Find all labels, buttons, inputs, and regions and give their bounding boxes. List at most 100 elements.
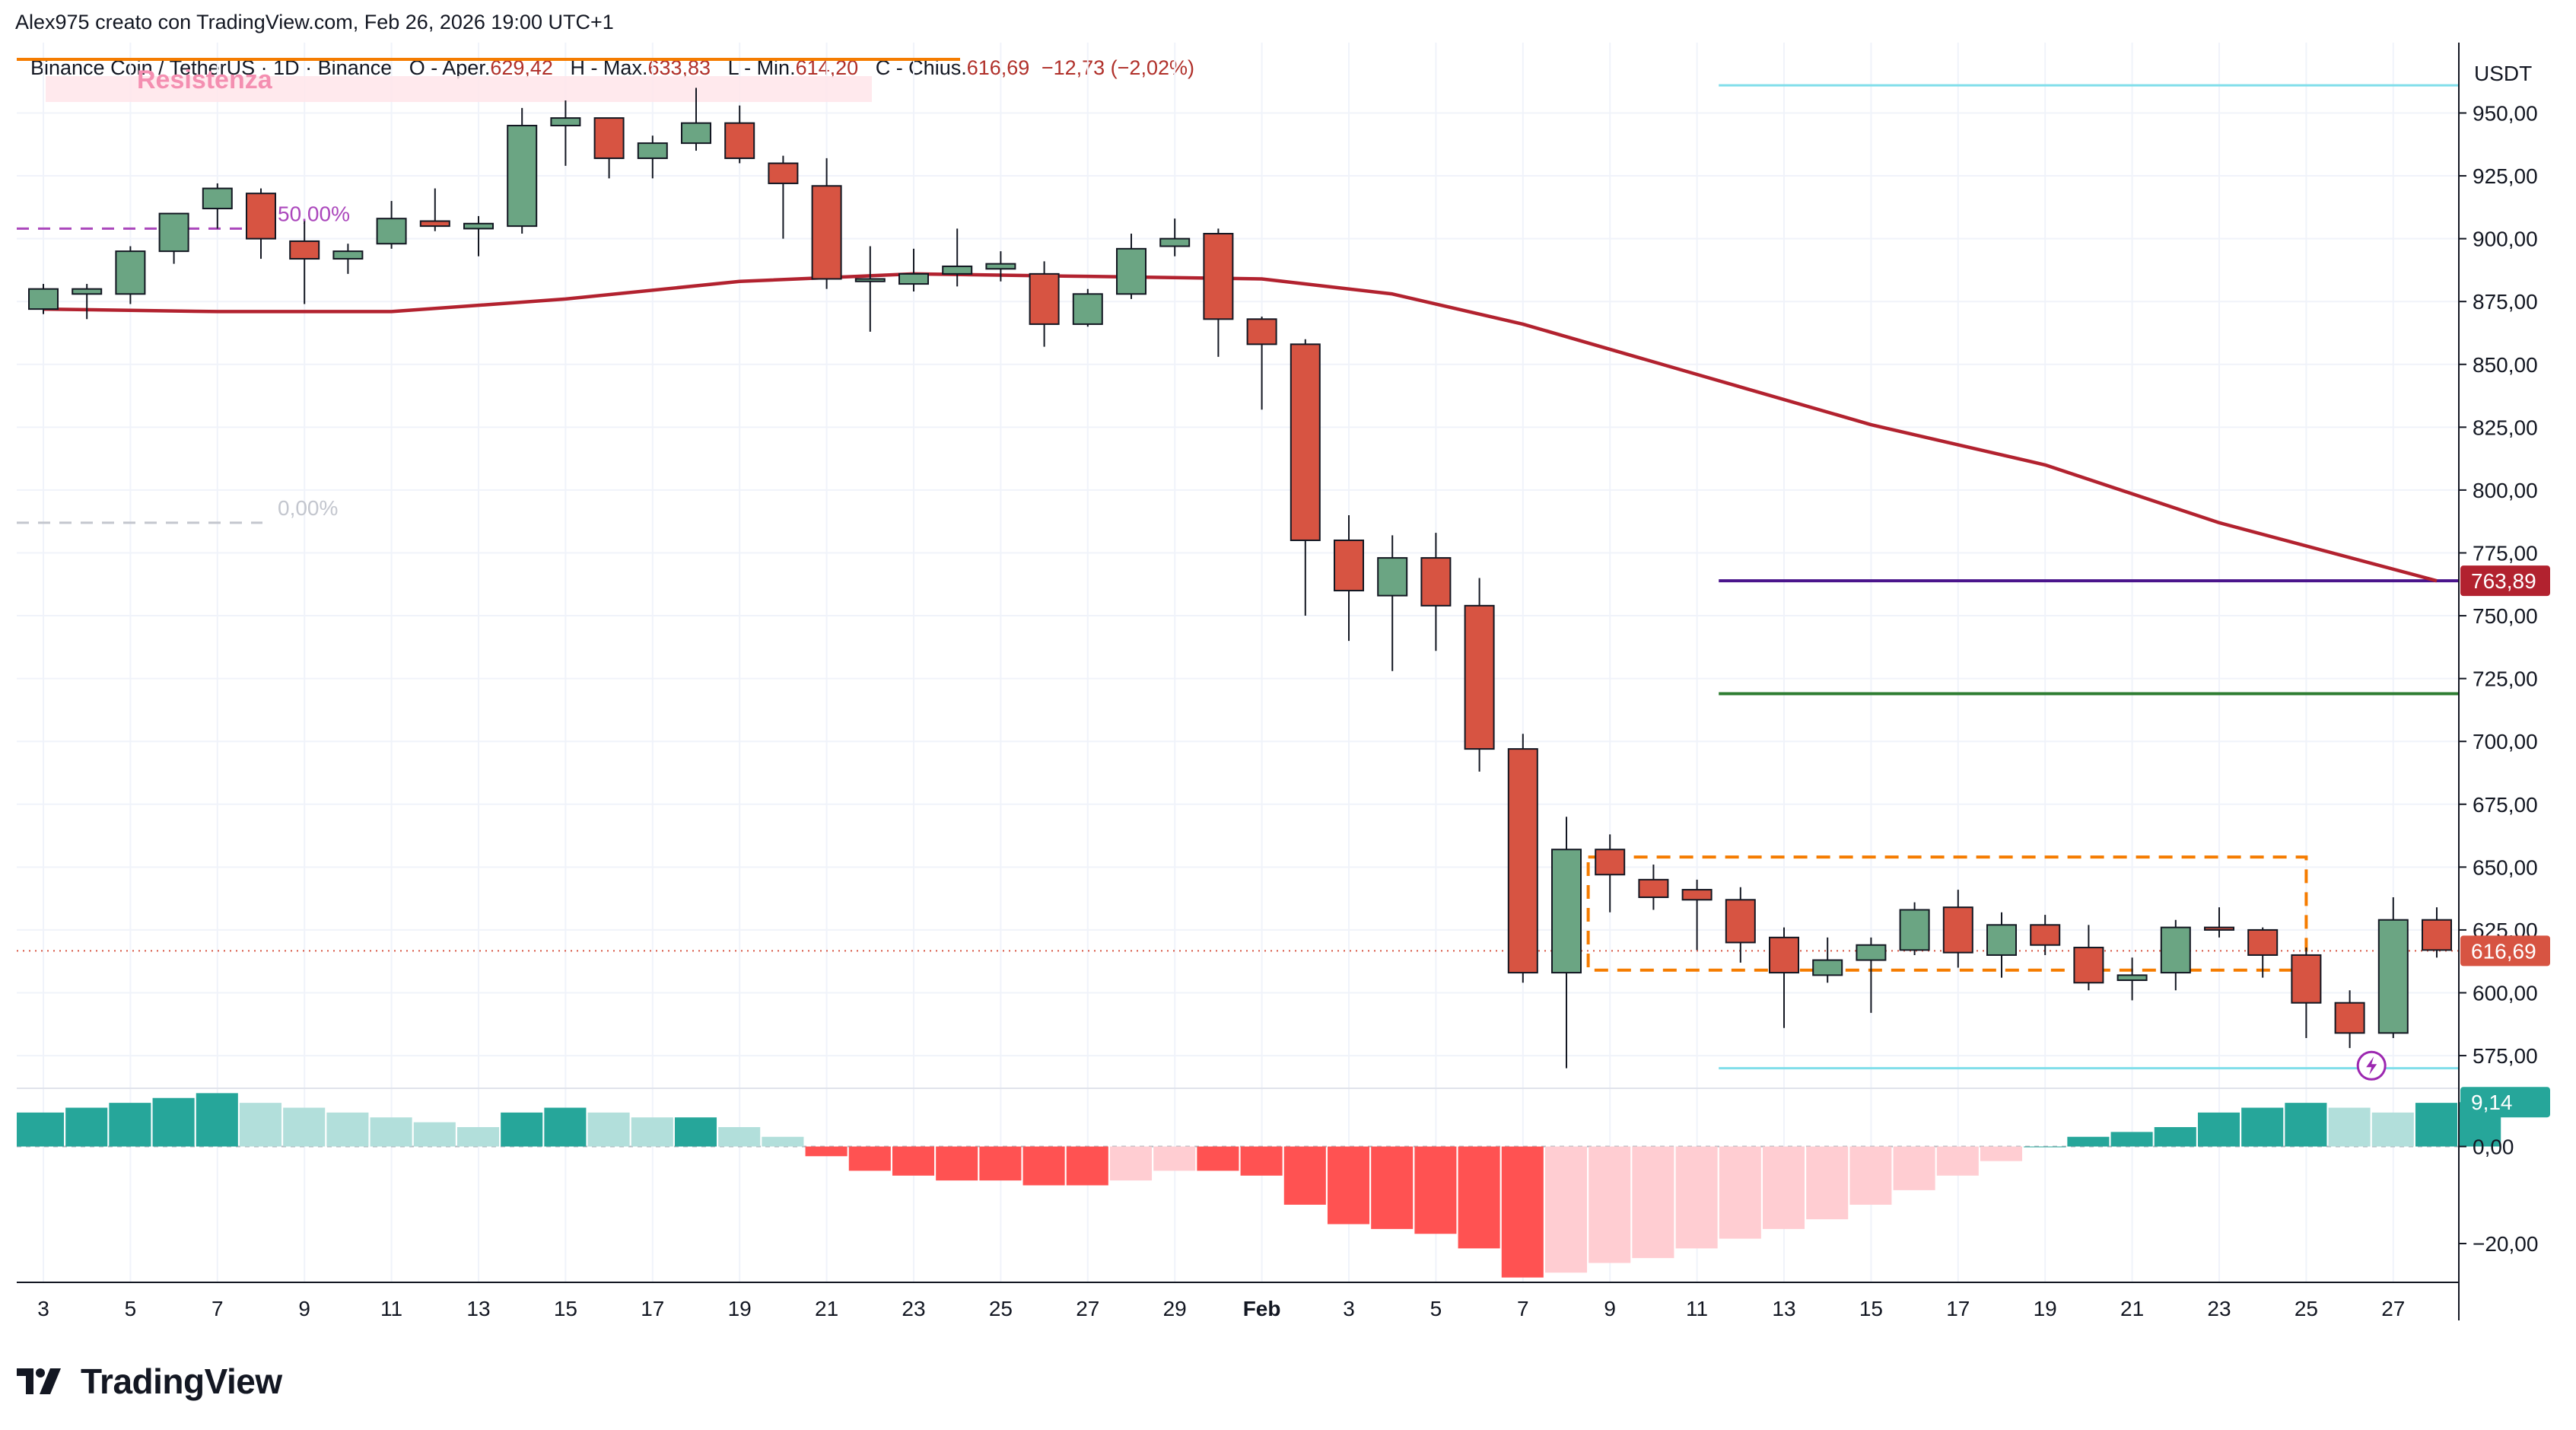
candle-52 — [2291, 947, 2322, 1038]
candle-34 — [1507, 734, 1538, 983]
candle-body-55 — [2422, 919, 2452, 951]
histogram-bar-49 — [2154, 1127, 2196, 1147]
candle-26 — [1159, 218, 1191, 256]
histogram-bar-43 — [1893, 1146, 1935, 1190]
time-label-26: 25 — [2295, 1297, 2318, 1320]
time-label-23: 19 — [2034, 1297, 2057, 1320]
ma-price-tag-text: 763,89 — [2471, 569, 2536, 593]
candle-45 — [1986, 912, 2017, 978]
histogram-bar-50 — [2197, 1112, 2240, 1147]
candle-44 — [1942, 890, 1973, 968]
candle-body-48 — [2116, 974, 2148, 981]
candle-7 — [332, 244, 364, 274]
candle-body-10 — [463, 222, 494, 230]
candle-41 — [1812, 937, 1843, 983]
candle-body-33 — [1464, 604, 1495, 750]
time-label-25: 23 — [2207, 1297, 2231, 1320]
price-tick-label-12: 650,00 — [2473, 855, 2538, 879]
close-value: 616,69 — [966, 56, 1030, 79]
alert-lightning-icon — [2356, 1050, 2387, 1081]
candle-body-12 — [550, 117, 581, 126]
candle-13 — [593, 117, 625, 179]
osc-value-tag-text: 9,14 — [2471, 1091, 2513, 1114]
histogram-bar-6 — [283, 1107, 326, 1147]
candle-body-28 — [1246, 318, 1277, 346]
price-tick-label-0: 950,00 — [2473, 101, 2538, 125]
candle-body-23 — [1029, 272, 1060, 325]
tradingview-logo-icon — [17, 1368, 61, 1394]
candle-body-0 — [28, 288, 59, 311]
candle-body-38 — [1681, 889, 1713, 901]
histogram-bar-10 — [456, 1127, 500, 1147]
time-label-16: 5 — [1430, 1297, 1442, 1320]
candle-body-34 — [1507, 748, 1538, 974]
price-tick-label-7: 775,00 — [2473, 541, 2538, 565]
time-label-12: 27 — [1076, 1297, 1099, 1320]
time-label-8: 19 — [728, 1297, 752, 1320]
candle-1 — [72, 284, 103, 320]
histogram-bar-22 — [979, 1146, 1022, 1181]
candle-32 — [1420, 533, 1452, 651]
candle-39 — [1725, 887, 1756, 963]
candle-38 — [1681, 879, 1713, 951]
candle-24 — [1072, 288, 1103, 327]
histogram-bar-13 — [587, 1112, 630, 1147]
candle-body-54 — [2377, 919, 2409, 1034]
histogram-bar-55 — [2415, 1103, 2458, 1147]
histogram-bar-28 — [1240, 1146, 1283, 1176]
time-label-15: 3 — [1343, 1297, 1355, 1320]
candle-28 — [1246, 317, 1277, 410]
candle-body-2 — [115, 250, 146, 295]
candle-body-25 — [1116, 247, 1146, 295]
histogram-bar-25 — [1109, 1146, 1153, 1181]
moving-average-line — [43, 272, 2438, 583]
time-label-27: 27 — [2381, 1297, 2405, 1320]
histogram-bar-32 — [1414, 1146, 1457, 1234]
price-chart[interactable]: 50,00%0,00%Resistenza USDT950,00925,0090… — [0, 43, 2576, 1336]
candle-42 — [1856, 937, 1887, 1013]
chart-header: Alex975 creato con TradingView.com, Feb … — [0, 0, 2576, 43]
histogram-bar-7 — [326, 1112, 369, 1147]
candle-14 — [637, 135, 668, 179]
candle-body-41 — [1812, 959, 1843, 976]
osc-tick-label-1: −20,00 — [2473, 1232, 2538, 1256]
candle-17 — [768, 155, 799, 239]
histogram-bar-16 — [718, 1127, 761, 1147]
candle-55 — [2422, 907, 2452, 958]
histogram-bar-44 — [1936, 1146, 1979, 1176]
histogram-bar-12 — [544, 1107, 587, 1147]
histogram-bar-34 — [1501, 1146, 1544, 1278]
histogram-bar-27 — [1197, 1146, 1239, 1171]
price-tick-label-2: 900,00 — [2473, 228, 2538, 251]
time-label-10: 23 — [902, 1297, 925, 1320]
time-label-20: 13 — [1772, 1297, 1795, 1320]
candle-5 — [246, 188, 276, 260]
histogram-bar-54 — [2371, 1112, 2414, 1147]
candle-43 — [1899, 902, 1930, 955]
histogram-bar-53 — [2328, 1107, 2371, 1147]
price-tick-label-8: 750,00 — [2473, 604, 2538, 628]
candle-body-22 — [985, 263, 1016, 270]
time-label-21: 15 — [1859, 1297, 1883, 1320]
candle-8 — [376, 201, 407, 249]
histogram-bar-45 — [1980, 1146, 2023, 1161]
candle-3 — [158, 212, 189, 264]
last-price-tag-text: 616,69 — [2471, 939, 2536, 963]
range-box — [1586, 855, 2308, 972]
histogram-bar-46 — [2024, 1146, 2066, 1148]
candle-53 — [2334, 990, 2365, 1049]
candle-body-45 — [1986, 924, 2017, 956]
candle-21 — [942, 228, 973, 287]
candle-body-31 — [1377, 557, 1408, 597]
candle-6 — [289, 221, 320, 304]
histogram-bar-8 — [370, 1117, 412, 1147]
histogram-bar-9 — [413, 1122, 456, 1147]
candle-body-13 — [593, 117, 625, 159]
time-label-24: 21 — [2120, 1297, 2144, 1320]
candle-body-26 — [1159, 237, 1191, 247]
candle-body-7 — [332, 250, 364, 260]
candle-body-35 — [1551, 849, 1582, 974]
tradingview-logo[interactable]: TradingView — [17, 1358, 282, 1404]
candle-body-49 — [2160, 926, 2191, 974]
time-label-5: 13 — [466, 1297, 490, 1320]
